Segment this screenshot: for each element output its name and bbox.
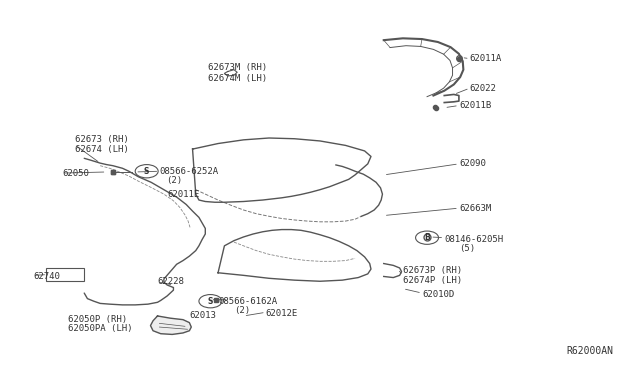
Text: 62011A: 62011A — [470, 54, 502, 63]
Text: 62228: 62228 — [157, 278, 184, 286]
Text: 62050PA (LH): 62050PA (LH) — [68, 324, 132, 333]
Text: 62011B: 62011B — [459, 101, 491, 110]
Text: 62674P (LH): 62674P (LH) — [403, 276, 462, 285]
Text: 62673M (RH): 62673M (RH) — [207, 63, 267, 72]
Text: 62012E: 62012E — [266, 309, 298, 318]
Text: 62050P (RH): 62050P (RH) — [68, 315, 127, 324]
Text: 62740: 62740 — [33, 272, 60, 281]
Text: 62090: 62090 — [459, 159, 486, 169]
Polygon shape — [150, 316, 191, 334]
Text: 62050: 62050 — [62, 169, 89, 177]
Text: 62013: 62013 — [189, 311, 216, 320]
Text: B: B — [424, 233, 430, 242]
Text: 62010D: 62010D — [422, 291, 454, 299]
Text: 08566-6162A: 08566-6162A — [218, 297, 277, 306]
Text: (5): (5) — [459, 244, 475, 253]
Text: 08566-6252A: 08566-6252A — [159, 167, 218, 176]
Text: 62673P (RH): 62673P (RH) — [403, 266, 462, 275]
Text: (2): (2) — [234, 306, 250, 315]
Text: S: S — [144, 167, 149, 176]
Text: 62663M: 62663M — [459, 203, 491, 213]
FancyBboxPatch shape — [46, 267, 84, 281]
Text: (2): (2) — [166, 176, 182, 185]
Text: 62674M (LH): 62674M (LH) — [207, 74, 267, 83]
Text: 08146-6205H: 08146-6205H — [444, 235, 504, 244]
Text: 62011E: 62011E — [167, 190, 199, 199]
Text: 62022: 62022 — [470, 84, 497, 93]
Text: S: S — [208, 297, 213, 306]
Text: 62673 (RH): 62673 (RH) — [75, 135, 129, 144]
Text: 62674 (LH): 62674 (LH) — [75, 145, 129, 154]
Text: R62000AN: R62000AN — [566, 346, 613, 356]
